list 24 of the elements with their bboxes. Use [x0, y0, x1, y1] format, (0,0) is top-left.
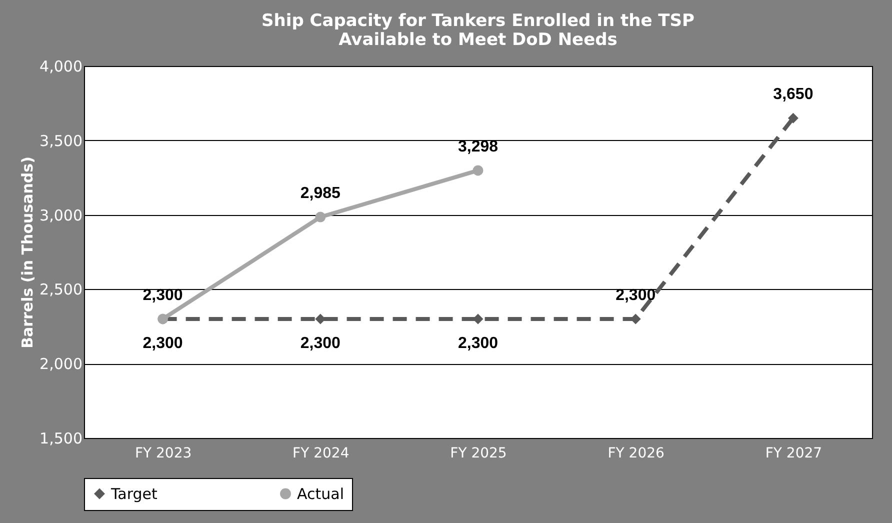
legend-label: Actual [297, 484, 344, 503]
y-axis-title: Barrels (in Thousands) [18, 156, 37, 348]
y-tick-label: 2,500 [40, 280, 82, 299]
x-tick-label: FY 2024 [292, 446, 350, 462]
point [472, 165, 484, 176]
y-tick-label: 1,500 [40, 430, 82, 448]
y-tick-label: 3,500 [40, 132, 82, 150]
data-label: 2,985 [300, 185, 341, 202]
data-label: 2,300 [300, 334, 341, 352]
x-tick-label: FY 2023 [134, 446, 192, 462]
point [315, 212, 326, 222]
legend-label: Target [110, 484, 158, 503]
data-label: 2,300 [458, 334, 498, 352]
x-tick-label: FY 2026 [608, 446, 665, 462]
data-label: 3,298 [458, 138, 498, 156]
point [788, 112, 798, 124]
data-label: 2,300 [142, 334, 183, 352]
x-tick-label: FY 2025 [450, 446, 507, 462]
y-tick-label: 4,000 [40, 58, 82, 76]
chart-title: Ship Capacity for Tankers Enrolled in the TSP Available to Meet DoD Needs [262, 11, 694, 50]
y-tick-label: 2,000 [40, 355, 82, 374]
y-tick-label: 3,000 [40, 206, 82, 224]
data-label: 3,650 [773, 86, 814, 104]
x-tick-label: FY 2027 [765, 446, 822, 462]
